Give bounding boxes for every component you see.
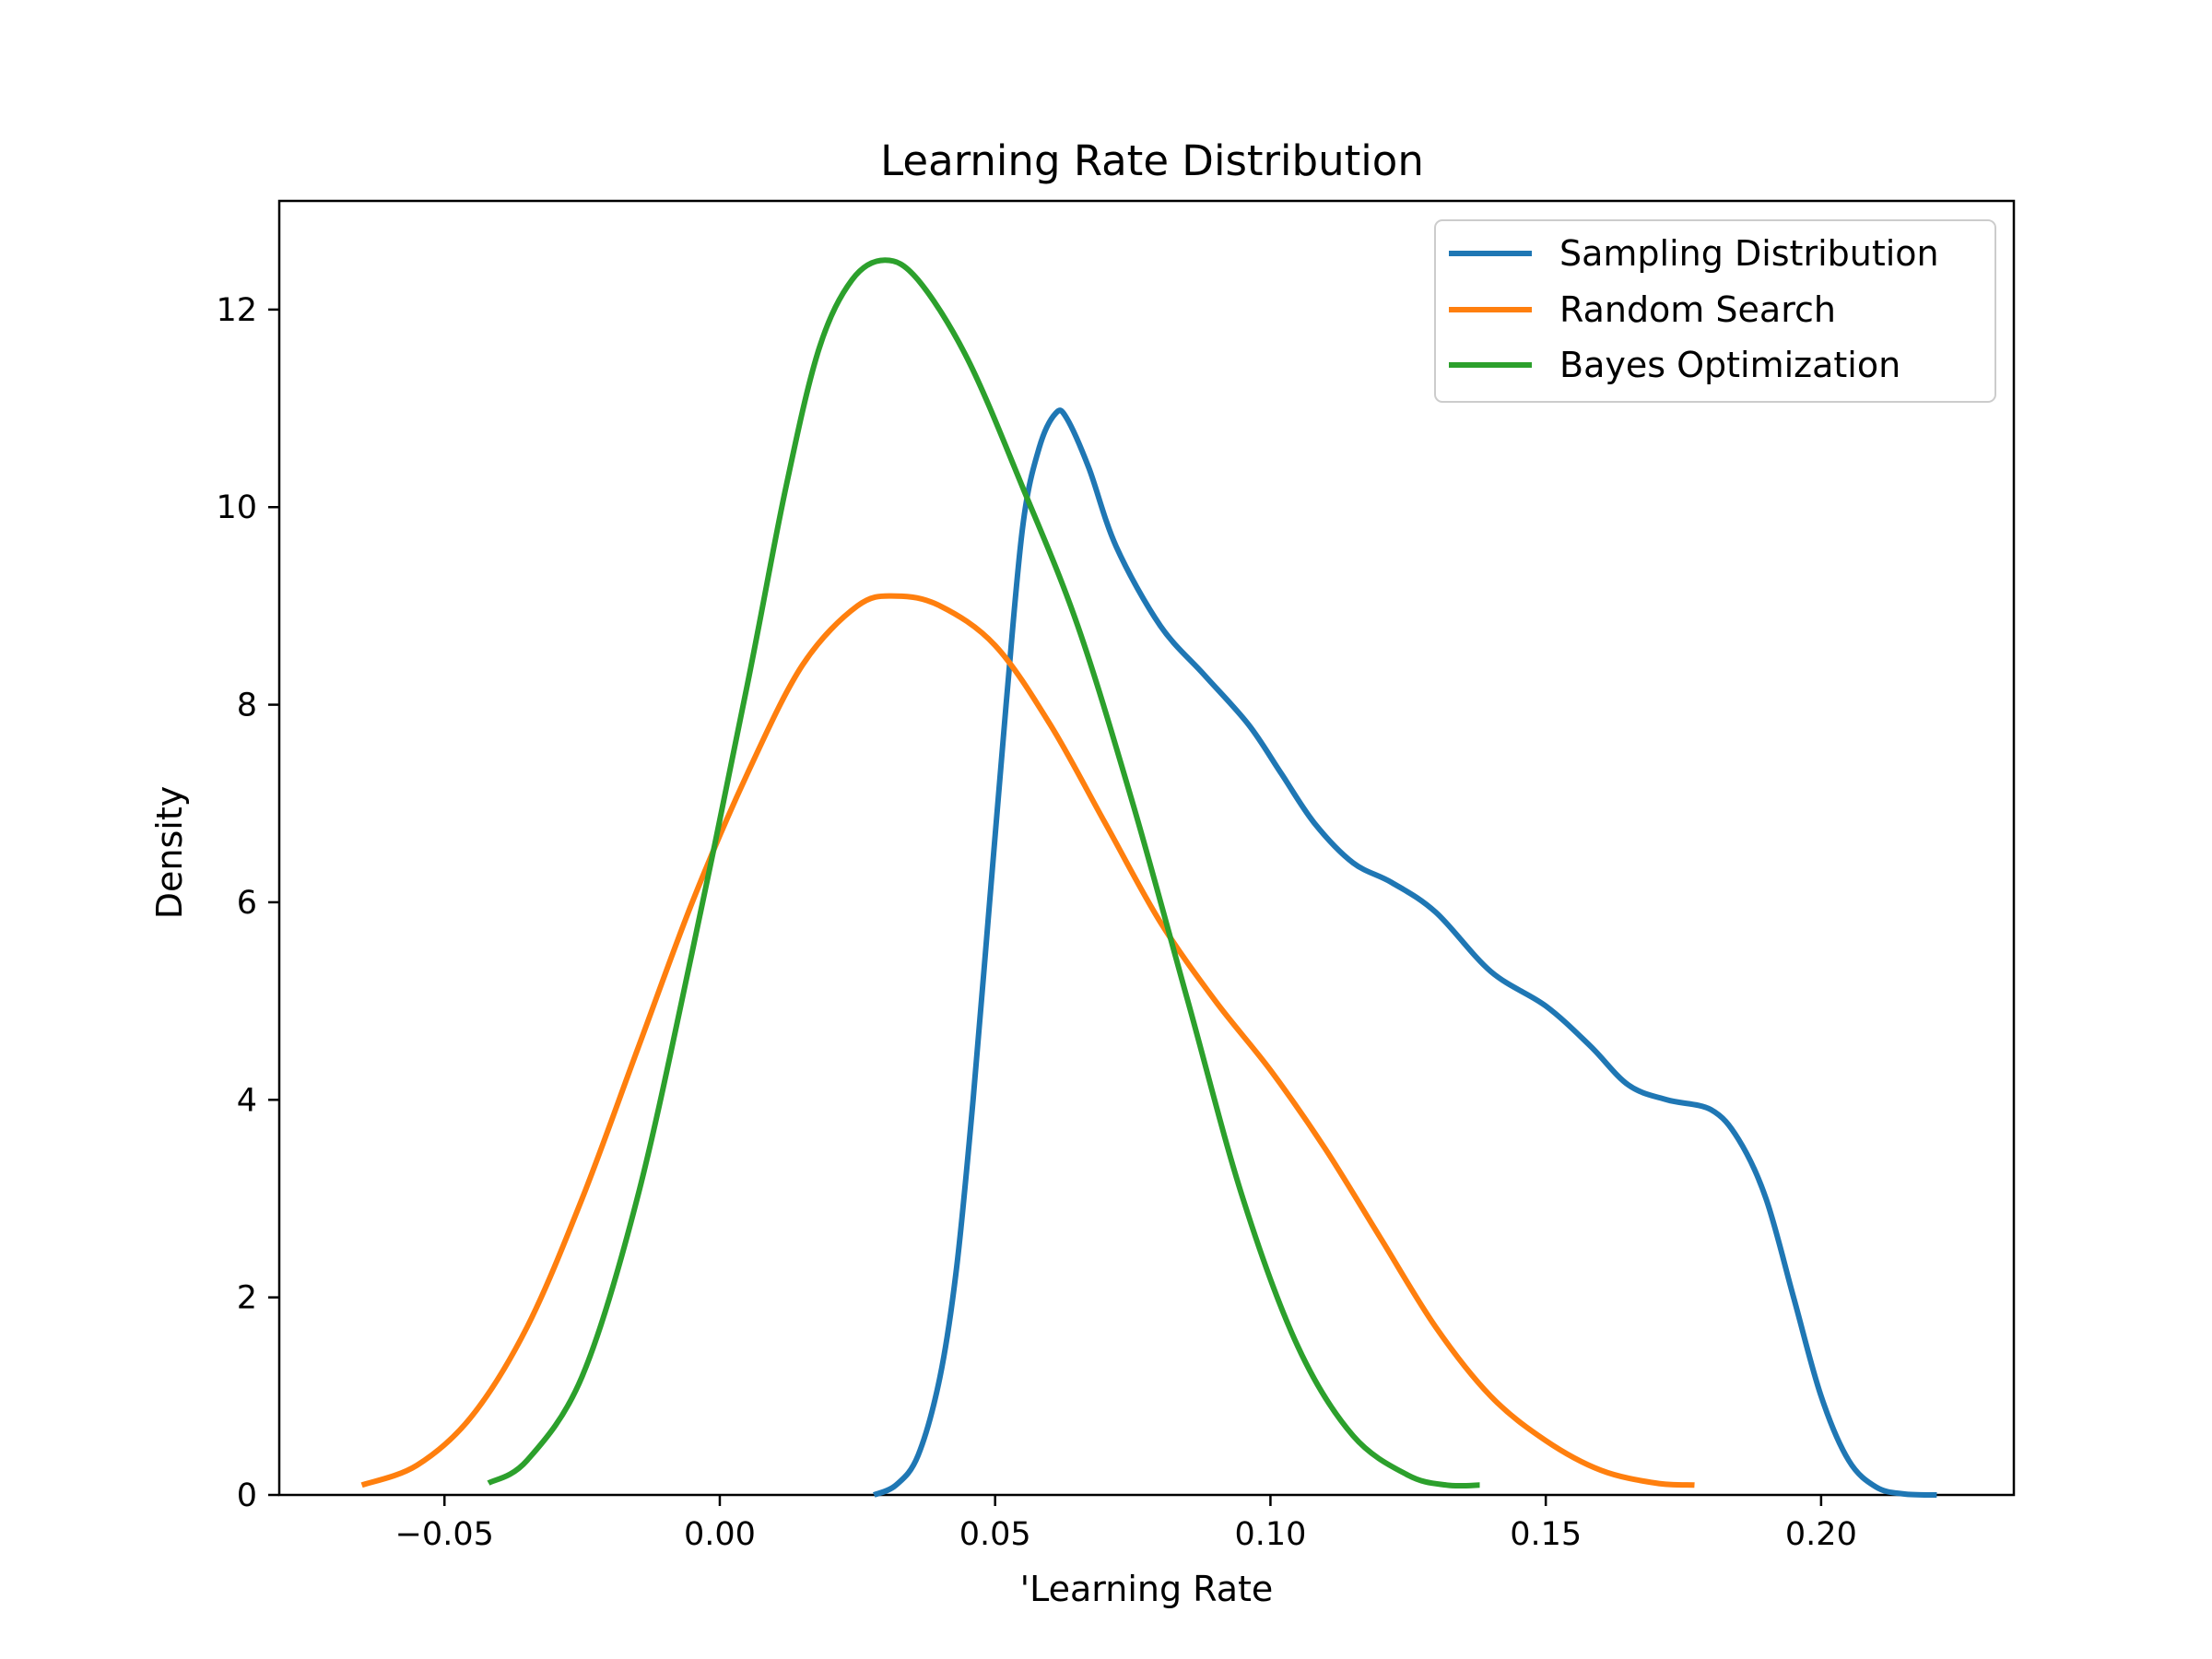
chart-title: Learning Rate Distribution	[880, 136, 1424, 185]
series-line-sampling-distribution	[873, 407, 1937, 1498]
legend-label: Sampling Distribution	[1559, 233, 1939, 274]
x-axis-label: 'Learning Rate	[1020, 1569, 1274, 1609]
y-axis-label: Density	[149, 786, 190, 919]
x-tick-label: 0.20	[1785, 1516, 1857, 1553]
series-line-random-search	[360, 593, 1695, 1488]
y-tick-label: 4	[237, 1082, 257, 1119]
y-tick-label: 6	[237, 885, 257, 922]
x-tick-label: 0.00	[684, 1516, 756, 1553]
series-line-bayes-optimization	[487, 257, 1480, 1489]
legend-label: Bayes Optimization	[1559, 345, 1900, 385]
x-tick-label: 0.05	[959, 1516, 1031, 1553]
y-tick-label: 2	[237, 1280, 257, 1317]
plot-area-frame	[277, 199, 2016, 1497]
x-tick-label: 0.10	[1234, 1516, 1306, 1553]
y-tick-label: 0	[237, 1477, 257, 1514]
legend: Sampling Distribution Random Search Baye…	[1434, 219, 1996, 403]
legend-label: Random Search	[1559, 289, 1836, 330]
y-tick-label: 10	[216, 489, 257, 526]
x-tick-label: 0.15	[1510, 1516, 1582, 1553]
y-tick-label: 12	[216, 292, 257, 329]
legend-frame	[1434, 219, 1996, 403]
y-axis-ticks: 0 2 4 6 8 10 12	[216, 292, 279, 1514]
y-tick-label: 8	[237, 688, 257, 724]
x-tick-label: −0.05	[395, 1516, 494, 1553]
series-layer	[360, 257, 1937, 1498]
x-axis-ticks: −0.05 0.00 0.05 0.10 0.15 0.20	[395, 1495, 1857, 1553]
